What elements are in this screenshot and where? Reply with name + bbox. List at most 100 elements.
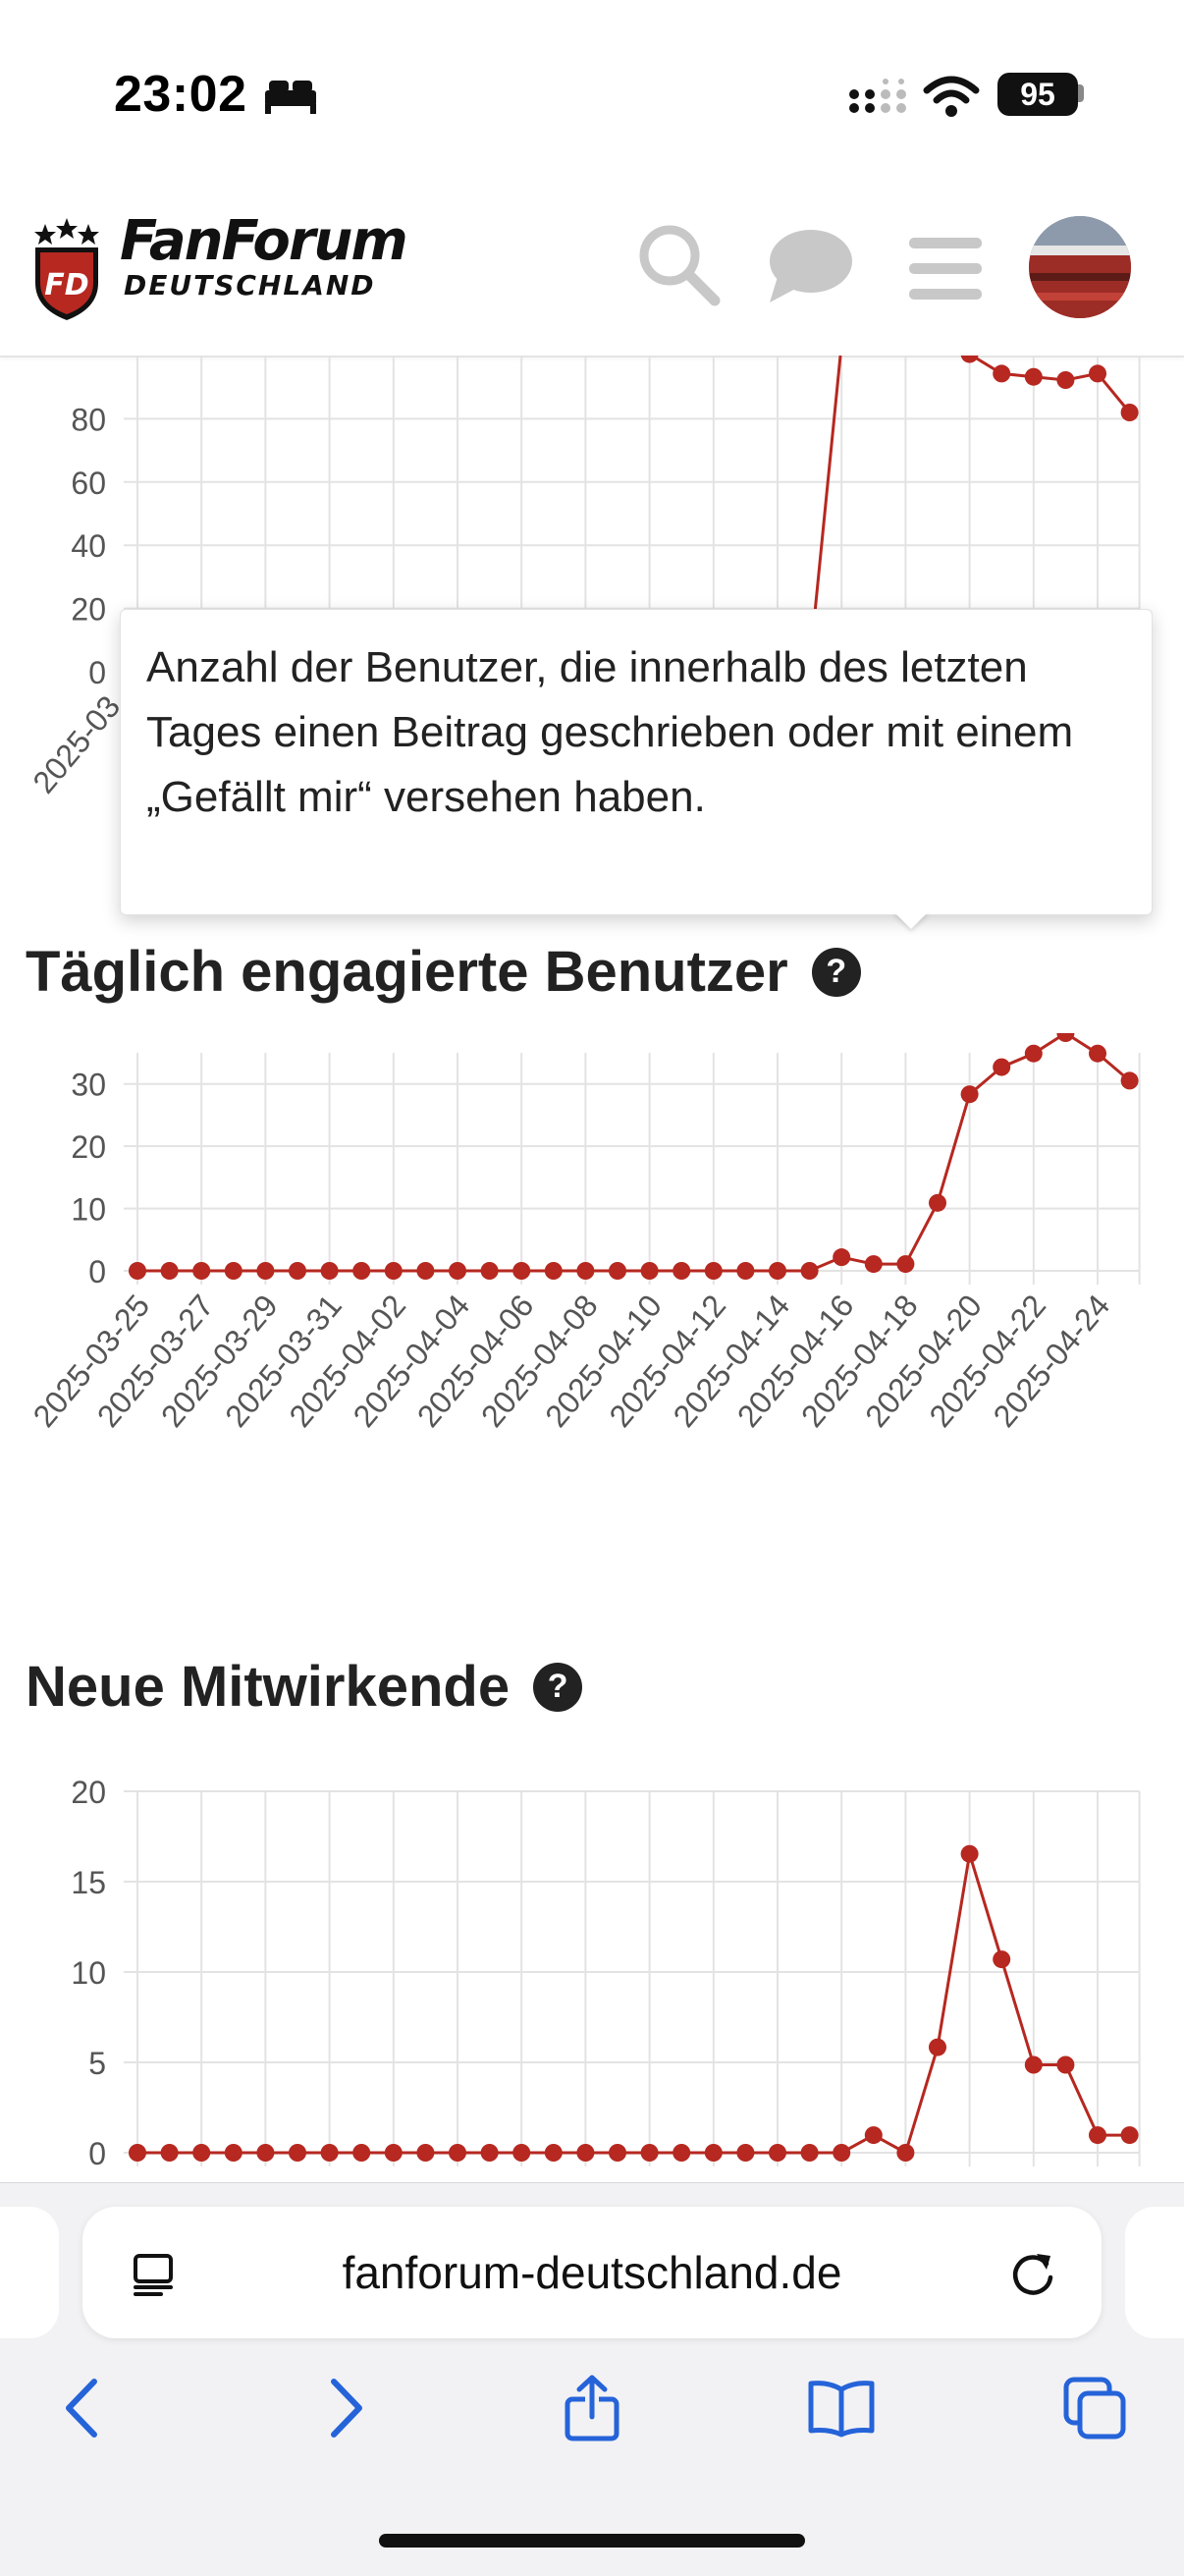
data-point [576,2144,595,2162]
y-tick-label: 60 [71,466,106,501]
data-point [609,1262,626,1280]
data-point [1056,2055,1075,2074]
y-tick-label: 15 [71,1865,106,1900]
data-point [993,1950,1011,1969]
series-line [813,356,842,614]
data-point [384,1262,403,1280]
data-point [736,2144,755,2162]
bookmarks-icon[interactable] [807,2374,876,2442]
y-tick-label: 5 [88,2046,106,2081]
data-point [1120,404,1139,421]
previous-tab-preview[interactable] [0,2207,59,2338]
tooltip-arrow [893,911,929,929]
data-point [769,1262,786,1280]
cellular-signal-icon [849,79,906,113]
data-point [960,1085,979,1104]
logo-title: FanForum [120,209,408,273]
data-point [384,2144,403,2162]
share-icon[interactable] [558,2374,626,2442]
data-point [769,2144,786,2162]
data-point [640,1262,659,1280]
data-point [896,2144,915,2162]
data-point [833,2144,851,2162]
url-text[interactable]: fanforum-deutschland.de [342,2247,842,2298]
data-point [512,2144,531,2162]
data-point [289,1262,306,1280]
data-point [929,2038,946,2056]
help-tooltip: Anzahl der Benutzer, die innerhalb des l… [120,609,1153,915]
data-point [449,1262,466,1280]
data-point [416,2144,435,2162]
data-point [1120,1071,1139,1090]
y-tick-label: 80 [71,402,106,437]
y-tick-label: 20 [71,1129,106,1165]
data-point [1089,364,1106,383]
data-point [609,2144,626,2162]
data-point [673,2144,691,2162]
hamburger-menu-icon[interactable] [907,236,984,302]
y-tick-label: 0 [88,655,106,690]
data-point [256,2144,275,2162]
y-tick-label: 0 [88,2136,106,2171]
user-avatar[interactable] [1029,216,1131,318]
data-point [1056,371,1075,389]
tabs-icon[interactable] [1060,2374,1129,2442]
data-point [320,1262,339,1280]
data-point [833,1248,851,1267]
data-point [129,1262,146,1280]
logo-subtitle: DEUTSCHLAND [124,269,376,301]
new-contributors-title: Neue Mitwirkende [26,1655,511,1719]
data-point [640,2144,659,2162]
page-menu-icon[interactable] [132,2250,179,2297]
data-point [673,1262,691,1280]
search-icon[interactable] [636,222,721,306]
data-point [224,2144,242,2162]
data-point [416,1262,435,1280]
y-tick-label: 10 [71,1192,106,1228]
data-point [1120,2126,1139,2145]
clock: 23:02 [114,66,247,123]
data-point [224,1262,242,1280]
data-point [1089,1044,1106,1063]
data-point [1024,1044,1043,1063]
safari-toolbar: fanforum-deutschland.de [0,2182,1184,2576]
data-point [544,2144,563,2162]
data-point [449,2144,466,2162]
help-icon[interactable]: ? [533,1662,583,1712]
logo-wordmark[interactable]: FanForum DEUTSCHLAND [120,209,408,301]
y-tick-label: 0 [88,1254,106,1289]
reload-icon[interactable] [1007,2248,1058,2299]
wifi-icon [923,76,980,117]
data-point [160,1262,179,1280]
data-point [544,1262,563,1280]
back-icon[interactable] [51,2374,120,2442]
data-point [929,1193,946,1212]
sleep-focus-icon [265,81,316,114]
y-tick-label: 40 [71,528,106,564]
data-point [993,364,1011,383]
address-bar[interactable]: fanforum-deutschland.de [82,2207,1102,2338]
data-point [480,1262,499,1280]
next-tab-preview[interactable] [1125,2207,1184,2338]
data-point [864,2126,883,2145]
series-line [969,356,1131,413]
data-point [1024,2055,1043,2074]
data-point [1089,2126,1106,2145]
y-tick-label: 30 [71,1068,106,1103]
data-point [896,1255,915,1274]
data-point [1024,367,1043,386]
status-bar: 23:02 95 [0,0,1184,187]
data-point [1056,1033,1075,1042]
data-point [704,1262,723,1280]
series-line [137,1033,1131,1273]
data-point [800,2144,819,2162]
fanforum-logo-badge[interactable]: FD [31,214,102,322]
section-title-new-contributors: Neue Mitwirkende ? [26,1654,583,1720]
chat-icon[interactable] [766,228,854,306]
home-indicator [379,2534,805,2548]
chart-daily-engaged-users: 30201002025-03-252025-03-272025-03-29202… [27,1033,1141,1434]
data-point [960,356,979,363]
forward-icon[interactable] [308,2374,377,2442]
site-header: FD FanForum DEUTSCHLAND [0,187,1184,357]
help-icon[interactable]: ? [811,947,861,997]
